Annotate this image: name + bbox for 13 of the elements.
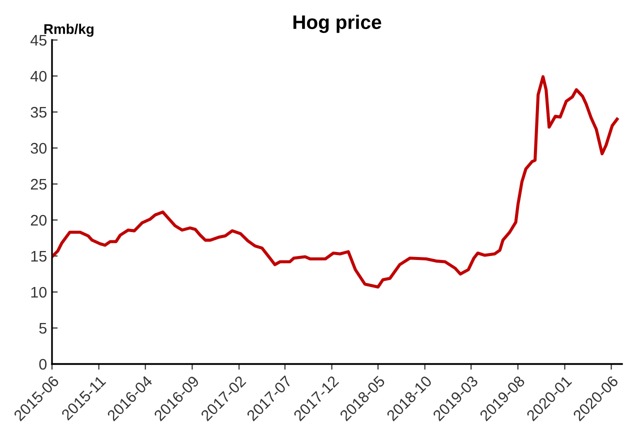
y-tick-label: 0 [39, 358, 47, 370]
y-tick-label: 35 [30, 106, 46, 118]
y-tick-label: 10 [31, 286, 47, 298]
chart-title: Hog price [293, 14, 382, 34]
y-tick-label: 40 [30, 70, 47, 82]
y-tick-label: 25 [30, 178, 46, 190]
line-series [52, 75, 619, 288]
y-tick-label: 5 [39, 323, 46, 334]
y-tick-label: 20 [30, 214, 47, 226]
y-axis-title: Rmb/kg [44, 24, 94, 37]
y-tick-label: 45 [30, 35, 46, 46]
y-tick-label: 15 [31, 251, 46, 262]
y-tick-label: 30 [30, 142, 47, 154]
